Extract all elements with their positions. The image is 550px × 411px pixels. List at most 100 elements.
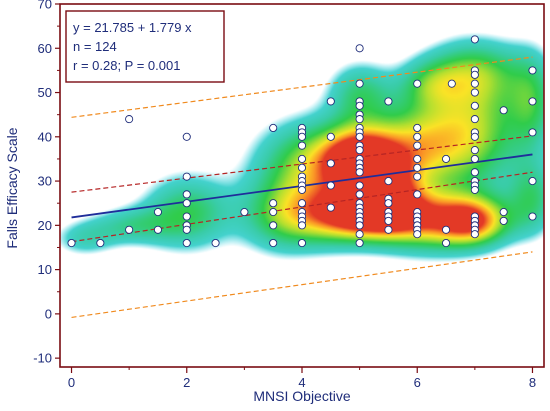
data-point [182,225,191,234]
data-point [413,172,422,181]
x-axis-title: MNSI Objective [253,388,350,404]
data-point [355,181,364,190]
data-point [384,199,393,208]
data-point [413,163,422,172]
data-point [355,132,364,141]
data-point [211,238,220,248]
data-point [96,238,105,248]
data-point [355,221,364,230]
y-tick-label: 0 [45,306,52,321]
y-tick-label: 40 [38,129,52,144]
data-point [413,141,422,150]
prediction-band-upper [71,56,533,118]
stats-box [65,10,225,83]
data-points [67,35,537,248]
data-point [528,212,537,221]
data-point [528,128,537,137]
y-tick-label: 70 [38,0,52,12]
prediction-band-lower [71,251,533,319]
data-point [297,141,307,150]
data-point [153,225,163,234]
data-point [269,208,278,217]
data-point [470,101,479,110]
data-point [240,208,249,217]
data-point [470,88,479,97]
data-point [470,168,479,177]
data-point [528,97,537,106]
data-point [355,115,364,124]
data-point [297,199,307,208]
data-point [355,146,364,155]
data-point [355,79,364,88]
data-point [355,230,364,239]
data-point [297,238,307,248]
data-point [269,238,278,248]
data-point [182,132,191,141]
x-tick-label: 2 [183,375,190,390]
data-point [413,123,422,133]
data-point [413,190,422,199]
data-point [470,185,479,194]
x-tick-label: 0 [68,375,75,390]
data-point [297,185,307,194]
data-point [297,221,307,230]
data-point [413,79,422,88]
data-point [470,154,479,163]
x-tick-label: 6 [414,375,421,390]
data-point [182,172,191,181]
data-point [499,106,508,115]
data-point [182,199,191,208]
data-point [447,79,456,88]
data-point [182,212,191,221]
data-point [326,181,335,190]
data-point [384,225,393,234]
data-point [441,225,451,234]
data-point [528,66,537,75]
data-point [297,163,307,172]
stats-annotation: y = 21.785 + 1.779 x n = 124 r = 0.28; P… [65,10,225,83]
data-point [326,203,335,212]
data-point [269,221,278,230]
data-point [470,35,479,44]
data-point [125,225,134,234]
y-axis-title: Falls Efficacy Scale [4,127,20,248]
data-point [413,230,422,239]
y-tick-label: 10 [38,262,52,277]
regression-equation: y = 21.785 + 1.779 x [73,20,192,35]
data-point [384,177,393,186]
data-point [470,79,479,88]
x-tick-label: 8 [529,375,536,390]
data-point [355,190,364,199]
data-point [384,97,393,106]
y-tick-label: -10 [33,351,52,366]
x-tick-label: 4 [298,375,305,390]
data-point [499,216,508,225]
data-point [528,177,537,186]
data-point [413,154,422,163]
data-point [470,70,479,79]
data-point [182,238,191,248]
axis-ticks: -10 0 10 20 30 40 50 60 70 0 2 4 6 8 [33,0,536,390]
data-point [326,132,335,141]
data-point [326,97,335,106]
data-point [153,208,163,217]
data-point [499,208,508,217]
data-point [355,44,364,53]
data-point [125,115,134,124]
sample-size: n = 124 [73,39,117,54]
data-point [297,154,307,163]
correlation-stats: r = 0.28; P = 0.001 [73,58,180,73]
data-point [269,199,278,208]
data-point [182,190,191,199]
y-tick-label: 50 [38,85,52,100]
data-point [470,146,479,155]
data-point [326,159,335,168]
data-point [297,132,307,141]
data-point [470,132,479,141]
data-point [470,230,479,239]
data-point [441,154,451,163]
data-point [384,216,393,225]
y-tick-label: 30 [38,174,52,189]
y-tick-label: 60 [38,41,52,56]
y-tick-label: 20 [38,218,52,233]
